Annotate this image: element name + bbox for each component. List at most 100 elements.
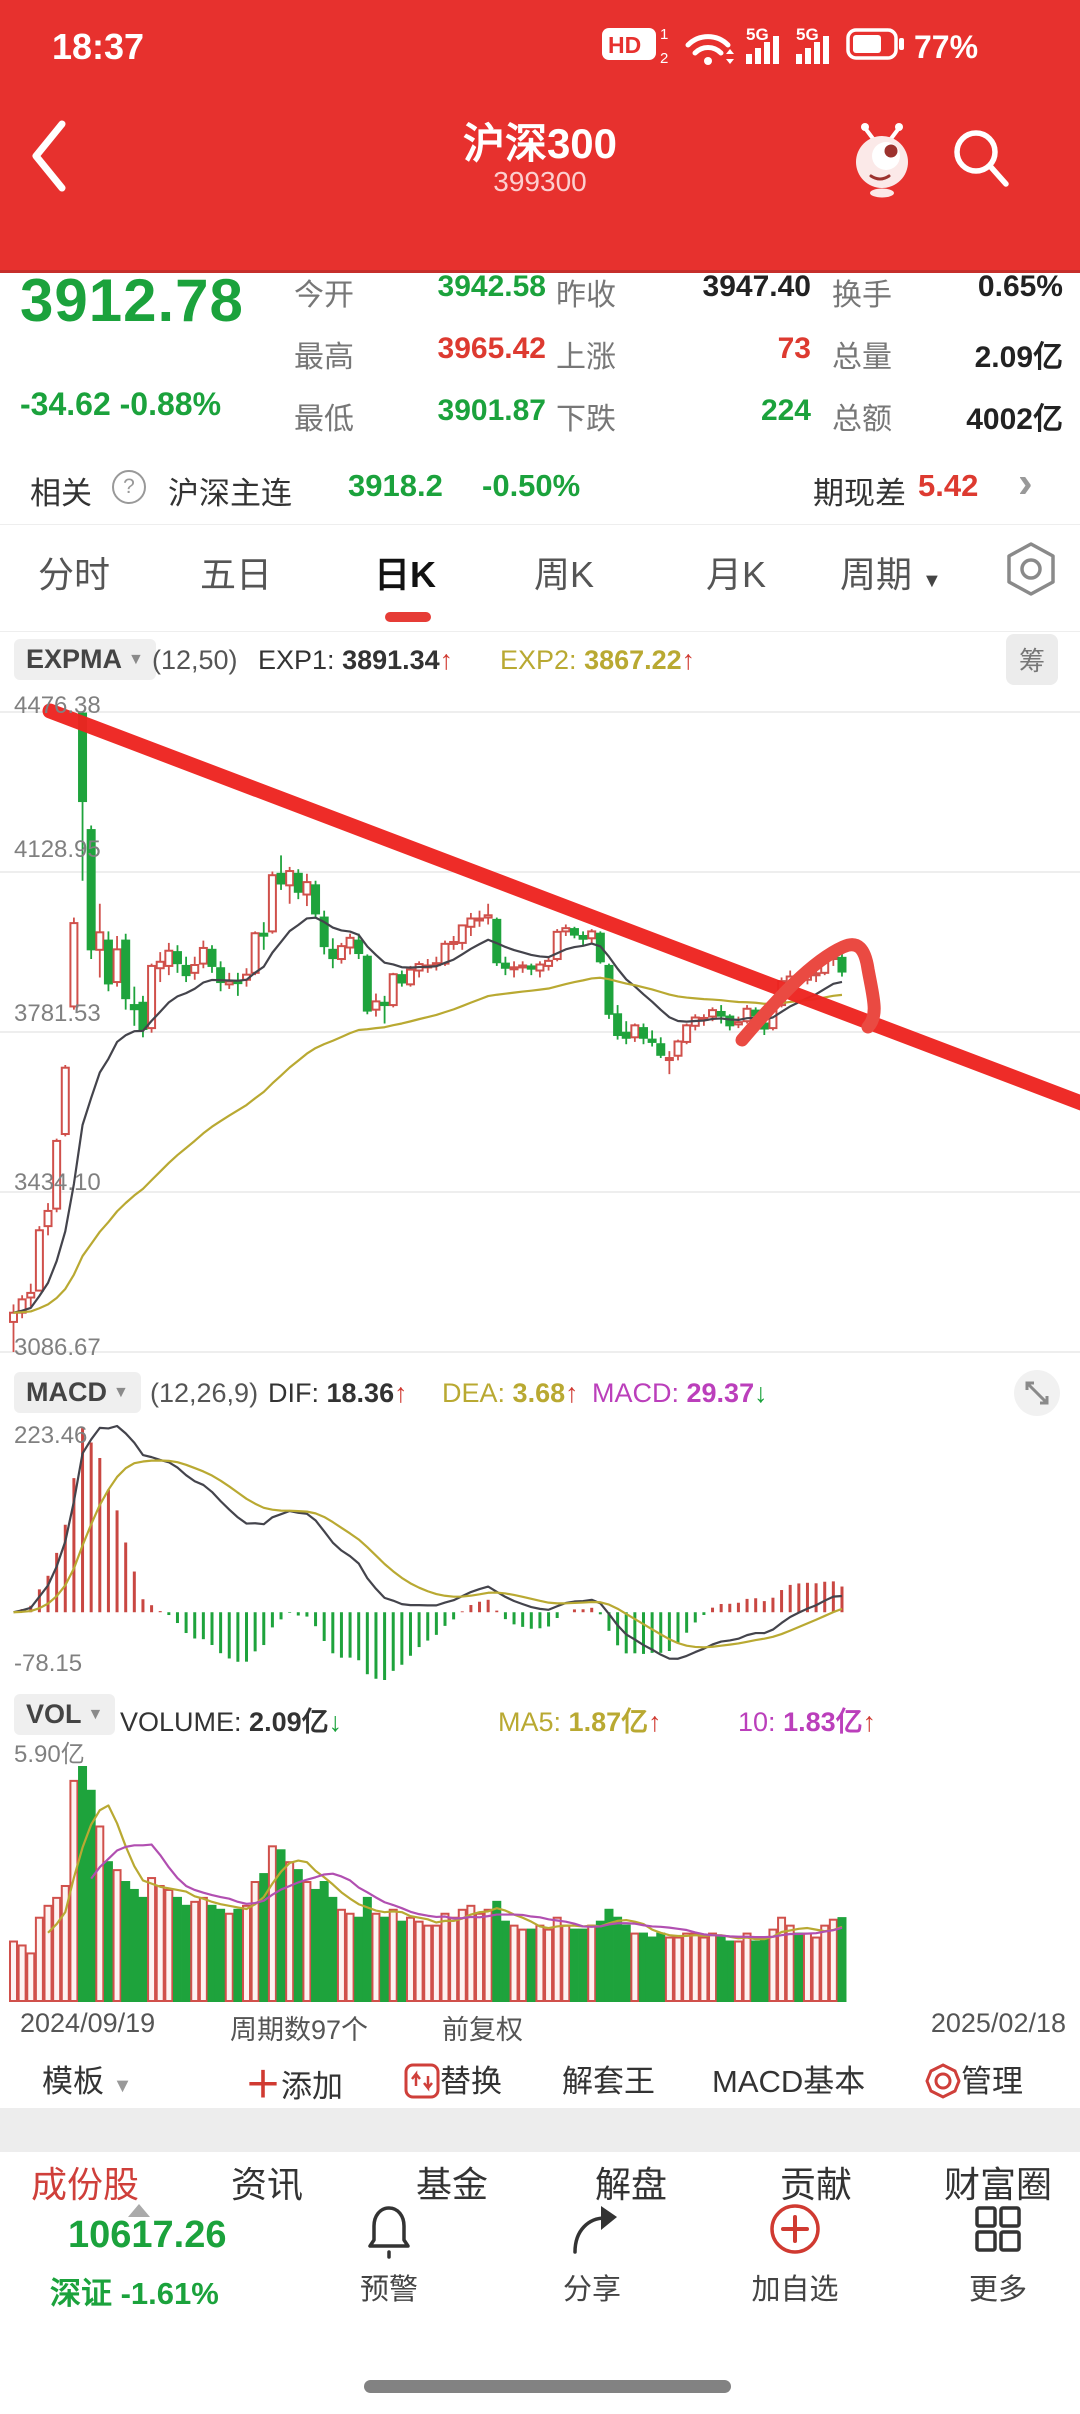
tab-analysis[interactable]: 解盘 <box>595 2164 668 2205</box>
chevron-right-icon[interactable]: › <box>1018 458 1033 507</box>
jietaowang-button[interactable]: 解套王 <box>562 2064 655 2099</box>
watchlist-label[interactable]: 加自选 <box>751 2274 839 2306</box>
expma-params: (12,50) <box>152 645 238 675</box>
alert-bell-icon[interactable] <box>360 2200 418 2260</box>
home-indicator[interactable] <box>364 2380 731 2393</box>
svg-text:HD: HD <box>608 32 641 58</box>
stock-code: 399300 <box>493 166 587 197</box>
exp2-value: EXP2: 3867.22↑ <box>500 645 696 675</box>
expand-icon[interactable] <box>1014 1370 1060 1416</box>
up-arrow-icon: ↑ <box>648 1707 662 1737</box>
macd-selector[interactable]: MACD ▼ <box>14 1372 141 1413</box>
svg-text:5G: 5G <box>746 25 769 44</box>
quote-label: 下跌 <box>556 403 616 436</box>
chip-distribution-button[interactable]: 筹 <box>1006 634 1059 685</box>
more-label[interactable]: 更多 <box>968 2274 1027 2306</box>
index-value[interactable]: 10617.26 <box>68 2214 227 2256</box>
share-label[interactable]: 分享 <box>562 2274 621 2306</box>
quote-label: 今开 <box>294 279 354 312</box>
tab-period-dropdown[interactable]: 周期 ▼ <box>840 546 942 598</box>
alert-label[interactable]: 预警 <box>359 2274 418 2306</box>
chart-settings-icon[interactable] <box>1002 540 1060 598</box>
related-price: 3918.2 <box>348 468 443 503</box>
y-axis-label: 3086.67 <box>14 1334 101 1361</box>
volume-chart[interactable] <box>0 1755 1080 2005</box>
quote-value-prevclose: 3947.40 <box>702 270 811 303</box>
adjust-mode[interactable]: 前复权 <box>442 2015 523 2045</box>
vol-label: VOL <box>26 1699 82 1729</box>
mascot-icon[interactable] <box>845 120 917 200</box>
macd-axis-bottom: -78.15 <box>14 1650 83 1677</box>
down-arrow-icon: ↓ <box>754 1378 768 1408</box>
volume-value: VOLUME: 2.09亿↓ <box>120 1707 343 1737</box>
vol-selector[interactable]: VOL ▼ <box>14 1694 116 1735</box>
candlestick-chart[interactable] <box>0 690 1080 1366</box>
plus-icon: ＋ <box>245 2064 282 2105</box>
expma-label: EXPMA <box>26 644 123 674</box>
manage-button[interactable]: 管理 <box>925 2056 1023 2101</box>
status-bar: 18:37 HD 1 2 5G 5G <box>0 0 1080 88</box>
up-arrow-icon: ↑ <box>394 1378 408 1408</box>
tab-wealth[interactable]: 财富圈 <box>944 2164 1053 2205</box>
more-grid-icon[interactable] <box>969 2200 1027 2260</box>
related-instrument[interactable]: 沪深主连 <box>168 476 292 511</box>
macd-chart[interactable] <box>0 1418 1080 1688</box>
tab-contrib[interactable]: 贡献 <box>780 2164 853 2205</box>
tab-zhouk[interactable]: 周K <box>534 554 595 595</box>
price-change: -34.62 -0.88% <box>20 386 222 422</box>
quote-value-amount: 4002亿 <box>966 403 1063 436</box>
chart-period-count: 周期数97个 <box>230 2015 369 2045</box>
add-indicator-button[interactable]: ＋添加 <box>245 2064 344 2105</box>
status-icons: HD 1 2 5G 5G <box>602 25 978 67</box>
expma-selector[interactable]: EXPMA ▼ <box>14 639 156 680</box>
quote-label: 最低 <box>294 403 354 436</box>
chevron-down-icon: ▼ <box>113 1383 129 1401</box>
tab-news[interactable]: 资讯 <box>231 2164 304 2205</box>
quote-value-turnover: 0.65% <box>977 270 1063 303</box>
wifi-icon <box>685 34 734 65</box>
vol-ma10-value: 10: 1.83亿↑ <box>738 1707 877 1737</box>
dea-value: DEA: 3.68↑ <box>442 1378 579 1408</box>
back-icon[interactable] <box>28 118 72 194</box>
related-label: 相关 <box>30 476 92 511</box>
quote-label: 总量 <box>832 341 892 374</box>
swap-icon <box>404 2063 440 2099</box>
tab-rik[interactable]: 日K <box>374 554 436 595</box>
last-price: 3912.78 <box>20 267 244 334</box>
related-pct: -0.50% <box>482 468 581 503</box>
signal-5g-icon-2: 5G <box>796 25 829 64</box>
tab-fenshi[interactable]: 分时 <box>38 554 111 595</box>
active-bottom-tab-indicator <box>128 2204 150 2217</box>
section-divider <box>0 2108 1080 2152</box>
y-axis-label: 4128.95 <box>14 836 101 863</box>
tab-wuri[interactable]: 五日 <box>200 554 273 595</box>
chevron-down-icon: ▼ <box>128 650 144 668</box>
battery-icon <box>846 28 904 60</box>
quote-value-low: 3901.87 <box>437 394 546 427</box>
dif-value: DIF: 18.36↑ <box>268 1378 408 1408</box>
share-icon[interactable] <box>563 2200 621 2260</box>
tab-yuek[interactable]: 月K <box>706 554 767 595</box>
page-title: 沪深300 <box>462 120 618 167</box>
add-watchlist-icon[interactable] <box>766 2200 824 2260</box>
quote-label: 昨收 <box>556 279 616 312</box>
search-icon[interactable] <box>948 124 1018 196</box>
basis-label: 期现差 <box>813 476 906 511</box>
quote-label: 上涨 <box>556 341 616 374</box>
quote-value-open: 3942.58 <box>437 270 546 303</box>
tab-constituents[interactable]: 成份股 <box>31 2164 140 2205</box>
help-icon[interactable]: ? <box>112 470 146 504</box>
replace-button[interactable]: 替换 <box>404 2056 502 2101</box>
up-arrow-icon: ↑ <box>862 1707 877 1737</box>
chevron-down-icon: ▼ <box>87 1705 104 1723</box>
template-button[interactable]: 模板 ▼ <box>42 2064 133 2099</box>
y-axis-label: 4476.38 <box>14 692 101 719</box>
svg-text:2: 2 <box>660 50 668 67</box>
chart-start-date: 2024/09/19 <box>20 2008 156 2038</box>
macd-basic-button[interactable]: MACD基本 <box>712 2064 866 2099</box>
macd-axis-top: 223.46 <box>14 1422 88 1449</box>
up-arrow-icon: ↑ <box>681 645 696 675</box>
active-tab-indicator <box>385 612 431 622</box>
tab-funds[interactable]: 基金 <box>416 2164 489 2205</box>
hd-icon: HD 1 2 <box>602 26 668 67</box>
